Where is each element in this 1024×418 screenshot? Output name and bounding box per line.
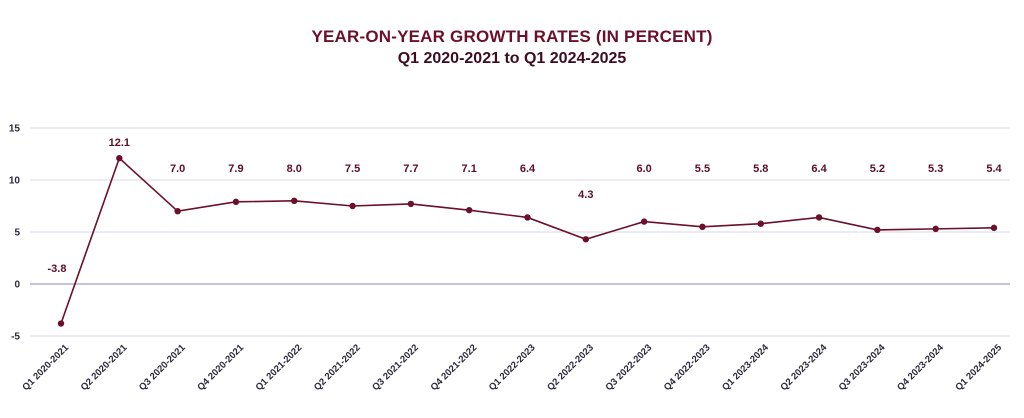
x-tick-label: Q3 2020-2021 [137,342,188,393]
data-label: -3.8 [48,263,67,275]
x-tick-label: Q4 2020-2021 [195,342,246,393]
data-label: 7.7 [403,163,418,175]
y-tick-label: 10 [9,176,21,187]
data-label: 5.3 [928,163,943,175]
data-point [407,200,415,208]
chart-subtitle: Q1 2020-2021 to Q1 2024-2025 [397,50,627,67]
data-point [757,220,764,227]
x-tick-label: Q1 2020-2021 [20,342,71,393]
data-point [57,320,65,327]
x-tick-label: Q3 2021-2022 [370,342,421,393]
data-label: 12.1 [109,137,130,149]
x-tick-label: Q1 2023-2024 [720,342,771,393]
data-point [291,197,298,204]
x-tick-label: Q2 2020-2021 [79,342,130,393]
y-tick-label: 0 [14,280,20,291]
x-tick-label: Q3 2023-2024 [837,342,888,393]
data-label: 4.3 [578,189,593,201]
x-tick-label: Q2 2022-2023 [545,342,596,393]
data-point [349,202,356,210]
x-tick-label: Q2 2021-2022 [312,342,363,393]
x-tick-label: Q4 2023-2024 [895,342,946,393]
data-point [932,225,939,233]
data-point [465,206,473,214]
data-point [990,224,998,232]
data-point [815,214,823,221]
y-tick-label: 15 [9,124,21,135]
data-label: 5.2 [870,163,885,175]
data-label: 5.4 [986,163,1002,175]
x-tick-label: Q1 2022-2023 [487,342,538,393]
x-tick-label: Q3 2022-2023 [604,342,655,393]
data-point [582,236,590,243]
data-label: 7.1 [462,163,477,175]
data-point [640,218,648,225]
x-tick-label: Q1 2021-2022 [254,342,305,393]
data-label: 5.8 [753,163,768,175]
data-label: 5.5 [695,163,710,175]
data-label: 6.4 [520,163,536,175]
chart-title: YEAR-ON-YEAR GROWTH RATES (IN PERCENT) [311,27,713,46]
data-point [116,154,123,162]
data-label: 6.4 [811,163,827,175]
data-label: 7.0 [170,163,185,175]
data-point [874,226,881,234]
series-line [60,156,995,324]
data-label: 6.0 [636,163,651,175]
x-tick-label: Q4 2021-2022 [429,342,480,393]
y-tick-label: -5 [11,332,20,343]
x-tick-label: Q1 2024-2025 [953,342,1004,393]
data-label: 7.5 [345,163,360,175]
data-label: 7.9 [228,163,243,175]
x-tick-label: Q4 2022-2023 [662,342,713,393]
x-tick-label: Q2 2023-2024 [778,342,829,393]
data-point [232,198,240,206]
data-point [174,208,181,215]
data-point [524,214,531,221]
data-label: 8.0 [287,163,302,175]
y-tick-label: 5 [14,228,20,239]
data-point [699,223,706,230]
